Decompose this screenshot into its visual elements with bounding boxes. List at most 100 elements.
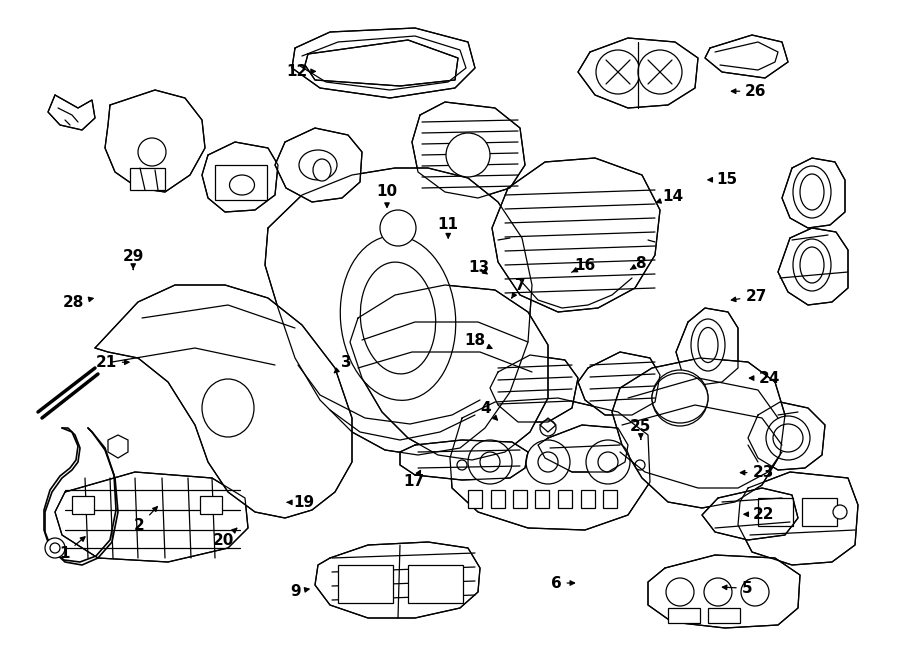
Bar xyxy=(72,496,94,514)
Polygon shape xyxy=(48,95,95,130)
Circle shape xyxy=(638,50,682,94)
Polygon shape xyxy=(676,308,738,385)
Text: 18: 18 xyxy=(464,333,492,348)
Ellipse shape xyxy=(698,327,718,362)
Bar xyxy=(708,608,740,623)
Ellipse shape xyxy=(652,373,708,423)
Polygon shape xyxy=(492,158,660,312)
Bar xyxy=(603,490,617,508)
Text: 15: 15 xyxy=(708,173,738,187)
Text: 2: 2 xyxy=(134,507,158,533)
Circle shape xyxy=(596,50,640,94)
Text: 4: 4 xyxy=(481,401,498,420)
Circle shape xyxy=(526,440,570,484)
Circle shape xyxy=(704,578,732,606)
Circle shape xyxy=(538,452,558,472)
Text: 17: 17 xyxy=(403,471,425,488)
Polygon shape xyxy=(108,435,128,458)
Text: 23: 23 xyxy=(741,465,774,480)
Ellipse shape xyxy=(299,150,337,180)
Circle shape xyxy=(652,370,708,426)
Polygon shape xyxy=(292,28,475,98)
Text: 1: 1 xyxy=(59,537,85,561)
Polygon shape xyxy=(538,425,628,472)
Circle shape xyxy=(138,138,166,166)
Text: 14: 14 xyxy=(656,190,684,204)
Circle shape xyxy=(45,538,65,558)
Text: 26: 26 xyxy=(732,84,767,98)
Polygon shape xyxy=(705,35,788,78)
Text: 3: 3 xyxy=(335,355,352,373)
Polygon shape xyxy=(778,228,848,305)
Circle shape xyxy=(598,452,618,472)
Text: 5: 5 xyxy=(723,581,752,596)
Text: 6: 6 xyxy=(551,576,574,590)
Text: 25: 25 xyxy=(630,419,652,440)
Polygon shape xyxy=(202,142,278,212)
Text: 29: 29 xyxy=(122,249,144,270)
Ellipse shape xyxy=(313,159,331,181)
Bar xyxy=(491,490,505,508)
Circle shape xyxy=(766,416,810,460)
Polygon shape xyxy=(265,168,532,455)
Text: 27: 27 xyxy=(732,289,767,303)
Polygon shape xyxy=(305,40,458,86)
Polygon shape xyxy=(490,355,578,422)
Circle shape xyxy=(540,420,556,436)
Polygon shape xyxy=(612,358,785,508)
Text: 22: 22 xyxy=(744,507,774,522)
Text: 13: 13 xyxy=(468,260,490,275)
Ellipse shape xyxy=(202,379,254,437)
Polygon shape xyxy=(400,440,528,480)
Circle shape xyxy=(468,440,512,484)
Polygon shape xyxy=(350,285,548,460)
Circle shape xyxy=(635,460,645,470)
Polygon shape xyxy=(578,352,660,415)
Bar xyxy=(468,490,482,508)
Polygon shape xyxy=(55,472,248,562)
Bar xyxy=(535,490,549,508)
Bar xyxy=(408,565,463,603)
Polygon shape xyxy=(702,488,798,540)
Text: 21: 21 xyxy=(95,355,129,369)
Text: 8: 8 xyxy=(630,256,646,270)
Bar xyxy=(802,498,837,526)
Text: 9: 9 xyxy=(290,584,309,599)
Polygon shape xyxy=(782,158,845,228)
Text: 16: 16 xyxy=(572,258,596,273)
Bar xyxy=(215,165,267,200)
Polygon shape xyxy=(648,555,800,628)
Circle shape xyxy=(672,390,688,406)
Circle shape xyxy=(380,210,416,246)
Bar xyxy=(758,498,793,526)
Bar xyxy=(513,490,527,508)
Bar xyxy=(200,496,222,514)
Ellipse shape xyxy=(800,247,824,283)
Polygon shape xyxy=(738,472,858,565)
Ellipse shape xyxy=(793,239,831,291)
Polygon shape xyxy=(315,542,480,618)
Bar xyxy=(668,608,700,623)
Circle shape xyxy=(50,543,60,553)
Bar xyxy=(581,490,595,508)
Polygon shape xyxy=(412,102,525,198)
Ellipse shape xyxy=(800,174,824,210)
Text: 24: 24 xyxy=(750,371,780,385)
Circle shape xyxy=(741,578,769,606)
Circle shape xyxy=(833,505,847,519)
Circle shape xyxy=(661,379,699,417)
Bar xyxy=(558,490,572,508)
Circle shape xyxy=(457,460,467,470)
Polygon shape xyxy=(748,402,825,470)
Circle shape xyxy=(480,452,500,472)
Ellipse shape xyxy=(691,319,725,371)
Ellipse shape xyxy=(230,175,255,195)
Circle shape xyxy=(586,440,630,484)
Text: 20: 20 xyxy=(212,528,237,548)
Bar xyxy=(338,565,393,603)
Text: 11: 11 xyxy=(437,217,459,238)
Text: 7: 7 xyxy=(511,278,526,298)
Polygon shape xyxy=(95,285,352,518)
Circle shape xyxy=(666,578,694,606)
Polygon shape xyxy=(578,38,698,108)
